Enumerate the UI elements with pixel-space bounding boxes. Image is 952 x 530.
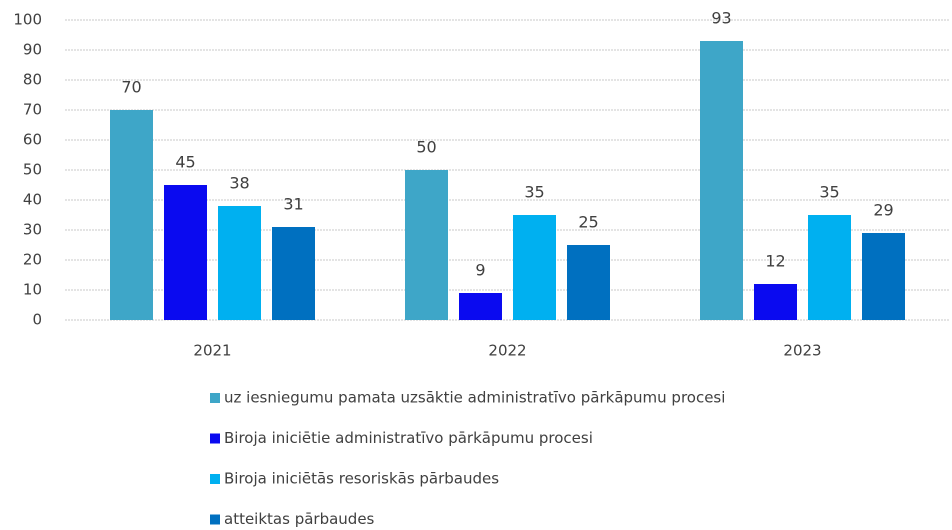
legend-marker bbox=[210, 514, 220, 525]
bar bbox=[459, 293, 502, 320]
y-tick-label: 20 bbox=[23, 251, 42, 269]
legend-label: Biroja iniciētās resoriskās pārbaudes bbox=[224, 470, 499, 488]
data-label: 31 bbox=[283, 195, 303, 214]
y-tick-label: 40 bbox=[23, 191, 42, 209]
bar bbox=[405, 170, 448, 320]
data-label: 9 bbox=[475, 261, 485, 280]
y-tick-label: 0 bbox=[32, 311, 42, 329]
data-label: 25 bbox=[578, 213, 598, 232]
legend-label: uz iesniegumu pamata uzsāktie administra… bbox=[224, 389, 725, 407]
bar bbox=[110, 110, 153, 320]
y-tick-label: 90 bbox=[23, 41, 42, 59]
bar bbox=[164, 185, 207, 320]
data-label: 35 bbox=[524, 183, 544, 202]
legend-marker bbox=[210, 474, 220, 484]
bar bbox=[808, 215, 851, 320]
legend-label: atteiktas pārbaudes bbox=[224, 510, 375, 528]
bar bbox=[513, 215, 556, 320]
data-label: 93 bbox=[711, 9, 731, 28]
y-tick-label: 100 bbox=[13, 11, 42, 29]
data-label: 12 bbox=[765, 252, 785, 271]
y-tick-label: 30 bbox=[23, 221, 42, 239]
data-label: 35 bbox=[819, 183, 839, 202]
data-label: 50 bbox=[416, 138, 436, 157]
bar bbox=[567, 245, 610, 320]
x-tick-label: 2022 bbox=[488, 342, 526, 360]
x-tick-label: 2021 bbox=[193, 342, 231, 360]
x-tick-label: 2023 bbox=[783, 342, 821, 360]
y-tick-label: 70 bbox=[23, 101, 42, 119]
data-label: 45 bbox=[175, 153, 195, 172]
bar bbox=[272, 227, 315, 320]
y-tick-label: 60 bbox=[23, 131, 42, 149]
data-label: 38 bbox=[229, 174, 249, 193]
legend-marker bbox=[210, 393, 220, 403]
y-tick-label: 80 bbox=[23, 71, 42, 89]
y-tick-label: 50 bbox=[23, 161, 42, 179]
bar bbox=[754, 284, 797, 320]
data-label: 70 bbox=[121, 78, 141, 97]
bar bbox=[862, 233, 905, 320]
bar bbox=[700, 41, 743, 320]
legend-label: Biroja iniciētie administratīvo pārkāpum… bbox=[224, 429, 593, 447]
legend-marker bbox=[210, 433, 220, 444]
y-tick-label: 10 bbox=[23, 281, 42, 299]
bar bbox=[218, 206, 261, 320]
data-label: 29 bbox=[873, 201, 893, 220]
